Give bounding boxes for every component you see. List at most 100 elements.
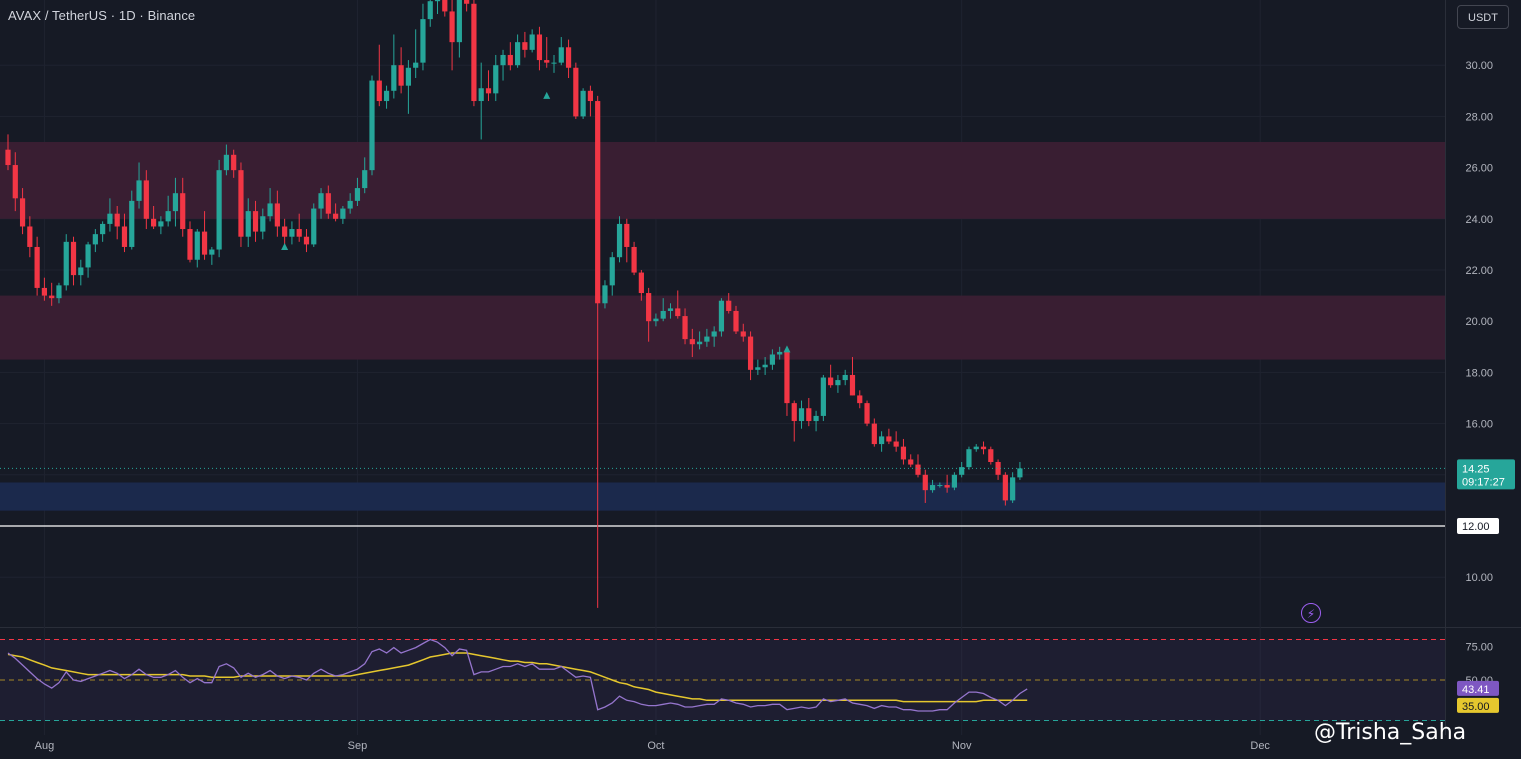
candle-body — [929, 485, 936, 491]
candle-body — [660, 310, 666, 319]
candle-body — [252, 211, 259, 232]
candle-body — [209, 249, 215, 255]
candle-body — [362, 170, 368, 189]
zone-demand — [0, 482, 1445, 511]
candle-body — [726, 300, 732, 311]
candle-body — [515, 42, 521, 66]
candle-body — [92, 234, 98, 245]
candle-body — [289, 229, 295, 237]
candle-body — [485, 88, 492, 94]
candle-body — [1002, 474, 1008, 501]
candle-body — [864, 403, 870, 424]
candle-body — [34, 246, 40, 288]
candle-body — [478, 88, 484, 102]
candle-body — [798, 408, 805, 422]
candle-body — [791, 403, 797, 422]
rsi-ma-box — [1457, 697, 1499, 713]
currency-button[interactable]: USDT — [1457, 5, 1509, 29]
candle-body — [959, 467, 965, 475]
candle-body — [5, 149, 11, 166]
candle-body — [697, 341, 703, 345]
candle-body — [886, 436, 892, 442]
candle-body — [165, 211, 171, 222]
candle-body — [238, 170, 244, 237]
candle-body — [216, 170, 222, 250]
rsi-ma-label: 35.00 — [1462, 701, 1490, 713]
candle-body — [536, 34, 543, 61]
candle-body — [456, 0, 462, 43]
candle-body — [1010, 477, 1016, 501]
y-tick-label: 10.00 — [1465, 572, 1493, 584]
rsi-ma-line — [7, 652, 1028, 703]
candle-body — [565, 47, 572, 68]
candle-body — [325, 193, 331, 214]
candle-body — [995, 462, 1001, 475]
chart-title: AVAX / TetherUS · 1D · Binance — [8, 8, 196, 23]
candle-body — [944, 485, 950, 488]
candle-body — [755, 367, 761, 370]
candle-body — [580, 90, 586, 117]
candle-body — [675, 308, 681, 317]
candle-body — [172, 193, 179, 212]
candle-body — [507, 54, 513, 66]
candle-body — [777, 351, 783, 355]
candle-body — [274, 203, 280, 227]
candle-body — [347, 200, 353, 209]
candle-body — [282, 226, 288, 237]
candle-body — [70, 241, 77, 276]
candle-body — [616, 223, 623, 258]
candle-body — [922, 474, 928, 491]
x-tick-label: Nov — [952, 740, 972, 752]
candle-body — [223, 154, 229, 171]
candle-body — [806, 408, 812, 422]
line-label: 12.00 — [1462, 521, 1490, 533]
signal-marker — [281, 242, 289, 250]
candle-body — [391, 65, 397, 91]
candle-body — [398, 65, 404, 86]
candle-body — [529, 34, 535, 50]
candle-body — [85, 244, 91, 268]
signal-marker — [783, 345, 791, 353]
candle-body — [354, 188, 361, 201]
candle-body — [471, 3, 477, 102]
candle-body — [143, 180, 149, 219]
candle-body — [609, 257, 615, 286]
y-tick-label: 22.00 — [1465, 265, 1493, 277]
candle-body — [500, 54, 506, 66]
candle-body — [413, 62, 419, 68]
candle-body — [849, 374, 856, 396]
countdown-label: 09:17:27 — [1462, 476, 1505, 488]
candle-body — [318, 193, 324, 209]
candle-body — [369, 80, 375, 171]
candle-body — [747, 336, 754, 370]
candle-body — [704, 336, 710, 342]
candle-body — [245, 211, 251, 237]
candle-body — [333, 213, 339, 219]
candle-body — [158, 221, 164, 227]
candle-body — [857, 395, 863, 404]
y-tick-label: 16.00 — [1465, 419, 1493, 431]
candle-body — [784, 351, 790, 404]
y-tick-label: 20.00 — [1465, 316, 1493, 328]
candle-body — [78, 267, 84, 276]
candle-body — [136, 180, 142, 201]
candle-body — [762, 364, 768, 368]
candle-body — [624, 223, 630, 247]
candle-body — [260, 216, 266, 232]
candle-body — [711, 331, 717, 337]
rsi-value-box — [1457, 680, 1499, 696]
lightning-icon[interactable]: ⚡ — [1301, 603, 1321, 623]
candle-body — [107, 213, 113, 224]
y-tick-label: 30.00 — [1465, 60, 1493, 72]
candle-body — [900, 446, 907, 460]
candle-body — [573, 67, 579, 117]
candle-body — [631, 246, 637, 273]
x-tick-label: Aug — [35, 740, 55, 752]
candle-body — [646, 293, 652, 322]
x-tick-label: Dec — [1250, 740, 1270, 752]
y-tick-label: 28.00 — [1465, 111, 1493, 123]
candle-body — [587, 90, 593, 102]
candle-body — [682, 316, 688, 340]
candle-body — [194, 231, 200, 260]
